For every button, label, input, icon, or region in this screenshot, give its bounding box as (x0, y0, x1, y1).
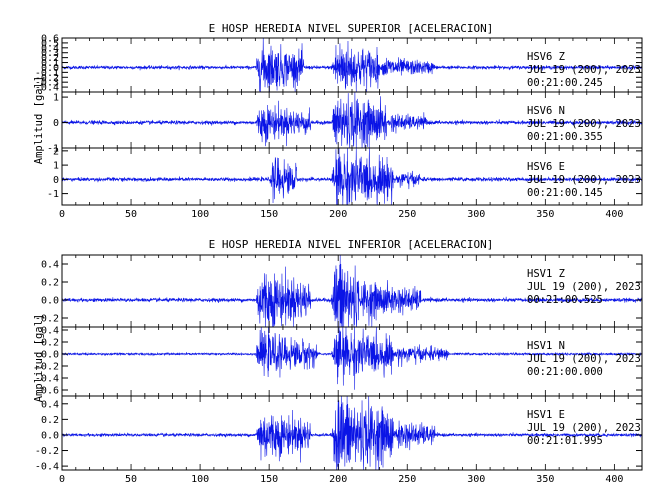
y-tick-label: 0.4 (41, 43, 59, 54)
y-tick-label: 0.0 (41, 296, 59, 307)
y-tick-label: -1 (47, 189, 59, 200)
trace-annotation-line: JUL 19 (200), 2023 (527, 64, 641, 76)
y-tick-label: 0.0 (41, 350, 59, 361)
trace-annotation-line: HSV1 N (527, 340, 565, 352)
x-tick-label: 150 (260, 209, 278, 220)
trace-annotation-line: HSV6 Z (527, 51, 565, 63)
trace-annotation-line: JUL 19 (200), 2023 (527, 422, 641, 434)
y-tick-label: 0.1 (41, 58, 59, 69)
x-tick-label: 200 (329, 474, 347, 485)
x-tick-label: 400 (605, 474, 623, 485)
y-tick-label: -0.2 (35, 73, 59, 84)
x-tick-label: 400 (605, 209, 623, 220)
trace-annotation-line: HSV1 Z (527, 268, 565, 280)
trace-annotation-line: 00:21:00.355 (527, 131, 603, 143)
trace-annotation-line: 00:21:00.000 (527, 366, 603, 378)
x-tick-label: 50 (125, 474, 137, 485)
y-tick-label: 0.4 (41, 260, 59, 271)
y-tick-label: 0.2 (41, 53, 59, 64)
y-tick-label: 0 (53, 118, 59, 129)
y-tick-label: 0.4 (41, 326, 59, 337)
x-tick-label: 100 (191, 209, 209, 220)
x-tick-label: 300 (467, 474, 485, 485)
y-tick-label: 0.0 (41, 63, 59, 74)
y-tick-label: 0.0 (41, 430, 59, 441)
y-tick-label: -0.2 (35, 314, 59, 325)
trace-annotation-line: 00:21:00.245 (527, 77, 603, 89)
trace-annotation-line: HSV6 E (527, 161, 565, 173)
y-tick-label: 0.2 (41, 338, 59, 349)
trace-annotation-line: 00:21:00.145 (527, 187, 603, 199)
trace-panel-z: 0.60.50.40.30.20.10.0-0.1-0.2-0.3-0.4 HSV… (35, 34, 643, 94)
y-axis-label: Amplitud [gal] (33, 76, 45, 165)
waveform-z (61, 37, 643, 93)
y-tick-label: 0.4 (41, 399, 59, 410)
x-tick-label: 300 (467, 209, 485, 220)
y-tick-label: 1 (53, 161, 59, 172)
trace-annotation-line: 00:21:01.995 (527, 435, 603, 447)
figure-title: E HOSP HEREDIA NIVEL INFERIOR [ACELERACI… (209, 238, 494, 251)
y-tick-label: 0.2 (41, 415, 59, 426)
trace-annotation-line: JUL 19 (200), 2023 (527, 353, 641, 365)
trace-annotation-line: JUL 19 (200), 2023 (527, 281, 641, 293)
x-tick-label: 350 (536, 209, 554, 220)
x-tick-label: 200 (329, 209, 347, 220)
x-tick-label: 150 (260, 474, 278, 485)
trace-annotation-line: HSV6 N (527, 105, 565, 117)
x-tick-label: 350 (536, 474, 554, 485)
x-tick-label: 100 (191, 474, 209, 485)
y-tick-label: -0.4 (35, 83, 59, 94)
trace-panels: 0.60.50.40.30.20.10.0-0.1-0.2-0.3-0.4 HSV… (35, 34, 643, 206)
trace-annotation-line: 00:21:00.525 (527, 294, 603, 306)
figure-title: E HOSP HEREDIA NIVEL SUPERIOR [ACELERACI… (209, 22, 494, 35)
x-tick-label: 50 (125, 209, 137, 220)
y-tick-label: 0.3 (41, 48, 59, 59)
y-tick-label: -0.4 (35, 374, 59, 385)
figure-inferior: E HOSP HEREDIA NIVEL INFERIOR [ACELERACI… (33, 238, 643, 485)
y-tick-label: 0.5 (41, 38, 59, 49)
y-tick-label: -0.6 (35, 386, 59, 397)
x-tick-label: 0 (59, 209, 65, 220)
y-tick-label: -0.2 (35, 446, 59, 457)
trace-annotation-line: JUL 19 (200), 2023 (527, 118, 641, 130)
y-tick-label: -0.2 (35, 362, 59, 373)
waveform-n (61, 326, 643, 390)
y-tick-label: 1 (53, 93, 59, 104)
y-tick-label: 2 (53, 146, 59, 157)
x-tick-label: 250 (398, 209, 416, 220)
waveform-e (61, 395, 643, 471)
y-tick-label: -1 (47, 144, 59, 155)
y-tick-label: 0 (53, 175, 59, 186)
y-axis-label: Amplitud [gal] (33, 314, 45, 403)
waveform-z (61, 254, 643, 328)
trace-annotation-line: HSV1 E (527, 409, 565, 421)
x-tick-label: 0 (59, 474, 65, 485)
y-tick-label: 0.2 (41, 278, 59, 289)
y-tick-label: 0.6 (41, 34, 59, 45)
waveform-e (61, 147, 643, 206)
y-tick-label: -0.4 (35, 462, 59, 473)
x-tick-label: 250 (398, 474, 416, 485)
y-tick-label: -0.1 (35, 68, 59, 79)
waveform-n (61, 91, 643, 149)
y-tick-label: -0.3 (35, 78, 59, 89)
x-axis-ticks: 0 50 100 150 200 250 300 350 400 (59, 474, 623, 485)
figure-superior: E HOSP HEREDIA NIVEL SUPERIOR [ACELERACI… (33, 22, 643, 220)
x-axis-ticks: 0 50 100 150 200 250 300 350 400 (59, 209, 623, 220)
trace-annotation-line: JUL 19 (200), 2023 (527, 174, 641, 186)
